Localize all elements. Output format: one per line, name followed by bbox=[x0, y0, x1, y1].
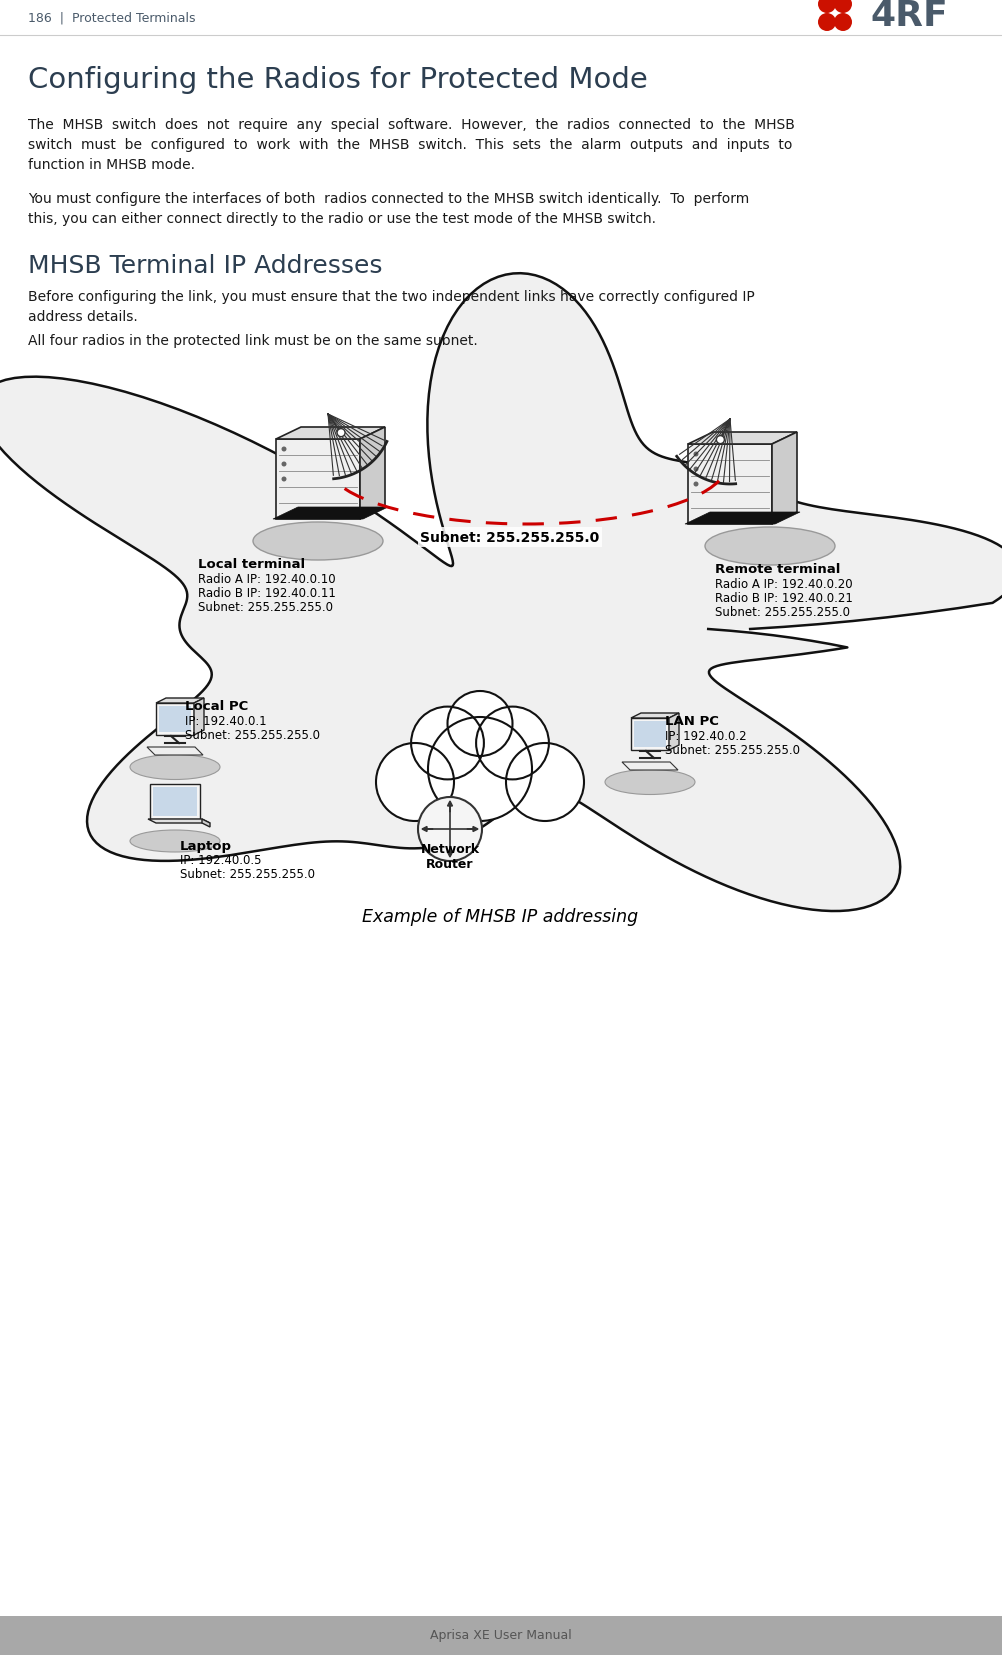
Circle shape bbox=[337, 429, 345, 437]
Polygon shape bbox=[150, 784, 199, 819]
Circle shape bbox=[447, 692, 512, 756]
Circle shape bbox=[282, 462, 287, 467]
Polygon shape bbox=[148, 819, 209, 824]
FancyArrow shape bbox=[467, 828, 478, 832]
Text: Laptop: Laptop bbox=[179, 839, 231, 852]
Circle shape bbox=[476, 707, 548, 780]
Text: 186  |  Protected Terminals: 186 | Protected Terminals bbox=[28, 12, 195, 25]
Text: All four radios in the protected link must be on the same subnet.: All four radios in the protected link mu… bbox=[28, 334, 477, 348]
Text: function in MHSB mode.: function in MHSB mode. bbox=[28, 157, 194, 172]
Circle shape bbox=[418, 798, 482, 862]
Text: Local terminal: Local terminal bbox=[197, 558, 305, 571]
Circle shape bbox=[282, 447, 287, 452]
Circle shape bbox=[411, 707, 483, 780]
Polygon shape bbox=[273, 508, 388, 520]
Polygon shape bbox=[276, 427, 385, 440]
Ellipse shape bbox=[130, 755, 219, 780]
Text: address details.: address details. bbox=[28, 309, 137, 324]
Text: Local PC: Local PC bbox=[184, 700, 248, 713]
Text: IP: 192.40.0.2: IP: 192.40.0.2 bbox=[664, 730, 745, 743]
Text: Subnet: 255.255.255.0: Subnet: 255.255.255.0 bbox=[420, 531, 599, 544]
Text: switch  must  be  configured  to  work  with  the  MHSB  switch.  This  sets  th: switch must be configured to work with t… bbox=[28, 137, 792, 152]
Text: Subnet: 255.255.255.0: Subnet: 255.255.255.0 bbox=[197, 601, 333, 614]
Circle shape bbox=[505, 743, 583, 821]
Text: Radio A IP: 192.40.0.10: Radio A IP: 192.40.0.10 bbox=[197, 573, 336, 586]
Circle shape bbox=[692, 452, 697, 457]
Text: You must configure the interfaces of both  radios connected to the MHSB switch i: You must configure the interfaces of bot… bbox=[28, 192, 748, 205]
Polygon shape bbox=[630, 718, 668, 751]
Ellipse shape bbox=[704, 528, 835, 566]
Circle shape bbox=[818, 0, 835, 13]
Polygon shape bbox=[687, 445, 772, 525]
Text: Aprisa XE User Manual: Aprisa XE User Manual bbox=[430, 1629, 571, 1642]
FancyArrow shape bbox=[422, 828, 433, 832]
Text: Before configuring the link, you must ensure that the two independent links have: Before configuring the link, you must en… bbox=[28, 290, 754, 305]
Polygon shape bbox=[193, 698, 203, 735]
Circle shape bbox=[282, 477, 287, 482]
Text: Subnet: 255.255.255.0: Subnet: 255.255.255.0 bbox=[714, 606, 849, 619]
Polygon shape bbox=[147, 748, 202, 756]
Circle shape bbox=[376, 743, 454, 821]
Circle shape bbox=[834, 0, 851, 13]
Ellipse shape bbox=[253, 523, 383, 561]
Text: Remote terminal: Remote terminal bbox=[714, 563, 840, 576]
Polygon shape bbox=[772, 432, 797, 525]
Ellipse shape bbox=[130, 831, 219, 852]
FancyBboxPatch shape bbox=[0, 1615, 1002, 1655]
Polygon shape bbox=[156, 703, 193, 735]
Polygon shape bbox=[159, 707, 190, 733]
Circle shape bbox=[715, 437, 723, 444]
Text: Subnet: 255.255.255.0: Subnet: 255.255.255.0 bbox=[179, 867, 315, 880]
Circle shape bbox=[818, 13, 835, 31]
Polygon shape bbox=[668, 713, 678, 751]
Polygon shape bbox=[630, 713, 678, 718]
Polygon shape bbox=[687, 432, 797, 445]
Text: Configuring the Radios for Protected Mode: Configuring the Radios for Protected Mod… bbox=[28, 66, 647, 94]
Circle shape bbox=[692, 467, 697, 472]
Circle shape bbox=[692, 482, 697, 487]
FancyArrow shape bbox=[447, 846, 452, 857]
Polygon shape bbox=[621, 763, 677, 771]
Polygon shape bbox=[360, 427, 385, 520]
Text: The  MHSB  switch  does  not  require  any  special  software.  However,  the  r: The MHSB switch does not require any spe… bbox=[28, 118, 794, 132]
Text: IP: 192.40.0.1: IP: 192.40.0.1 bbox=[184, 715, 267, 728]
Text: Subnet: 255.255.255.0: Subnet: 255.255.255.0 bbox=[184, 728, 320, 741]
Text: Radio A IP: 192.40.0.20: Radio A IP: 192.40.0.20 bbox=[714, 578, 852, 591]
Text: MHSB Terminal IP Addresses: MHSB Terminal IP Addresses bbox=[28, 253, 382, 278]
Text: LAN PC: LAN PC bbox=[664, 715, 718, 728]
Text: this, you can either connect directly to the radio or use the test mode of the M: this, you can either connect directly to… bbox=[28, 212, 655, 225]
Polygon shape bbox=[633, 722, 665, 748]
Text: Radio B IP: 192.40.0.21: Radio B IP: 192.40.0.21 bbox=[714, 591, 852, 604]
Circle shape bbox=[834, 13, 851, 31]
Text: Subnet: 255.255.255.0: Subnet: 255.255.255.0 bbox=[664, 743, 800, 756]
Ellipse shape bbox=[604, 770, 694, 794]
Text: IP: 192.40.0.5: IP: 192.40.0.5 bbox=[179, 854, 262, 867]
Polygon shape bbox=[201, 819, 209, 828]
Polygon shape bbox=[0, 275, 1002, 912]
Polygon shape bbox=[153, 788, 196, 816]
Text: Radio B IP: 192.40.0.11: Radio B IP: 192.40.0.11 bbox=[197, 586, 336, 599]
Polygon shape bbox=[276, 440, 360, 520]
Text: Network
Router: Network Router bbox=[420, 842, 479, 871]
Circle shape bbox=[428, 718, 531, 821]
Text: 4RF: 4RF bbox=[869, 0, 947, 33]
Polygon shape bbox=[684, 513, 800, 525]
FancyArrow shape bbox=[447, 801, 452, 813]
Text: Example of MHSB IP addressing: Example of MHSB IP addressing bbox=[362, 907, 637, 925]
Polygon shape bbox=[156, 698, 203, 703]
